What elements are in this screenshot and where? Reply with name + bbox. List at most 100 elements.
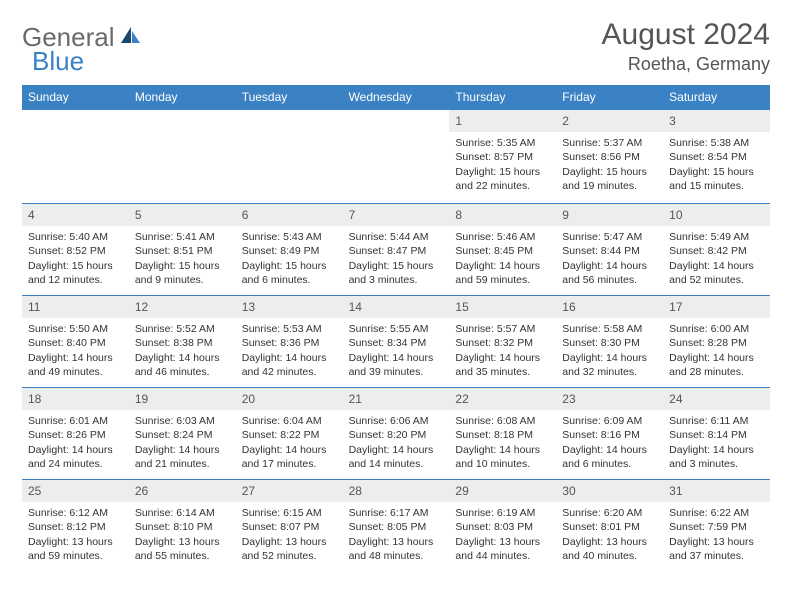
calendar-cell-empty: . — [343, 109, 450, 203]
sunrise-text: Sunrise: 5:53 AM — [242, 322, 337, 336]
day-body: Sunrise: 5:50 AMSunset: 8:40 PMDaylight:… — [22, 318, 129, 385]
day-number: 21 — [343, 388, 450, 410]
day-body: Sunrise: 6:03 AMSunset: 8:24 PMDaylight:… — [129, 410, 236, 477]
day-body: Sunrise: 6:04 AMSunset: 8:22 PMDaylight:… — [236, 410, 343, 477]
sunset-text: Sunset: 8:45 PM — [455, 244, 550, 258]
sunset-text: Sunset: 8:14 PM — [669, 428, 764, 442]
daylight-text: Daylight: 14 hours and 10 minutes. — [455, 443, 550, 471]
calendar-cell-10: 10Sunrise: 5:49 AMSunset: 8:42 PMDayligh… — [663, 203, 770, 295]
sunset-text: Sunset: 8:30 PM — [562, 336, 657, 350]
daylight-text: Daylight: 15 hours and 3 minutes. — [349, 259, 444, 287]
day-number: 29 — [449, 480, 556, 502]
calendar-cell-29: 29Sunrise: 6:19 AMSunset: 8:03 PMDayligh… — [449, 479, 556, 571]
calendar-cell-27: 27Sunrise: 6:15 AMSunset: 8:07 PMDayligh… — [236, 479, 343, 571]
calendar-cell-3: 3Sunrise: 5:38 AMSunset: 8:54 PMDaylight… — [663, 109, 770, 203]
dow-header-3: Wednesday — [343, 85, 450, 109]
daylight-text: Daylight: 14 hours and 46 minutes. — [135, 351, 230, 379]
sunset-text: Sunset: 8:49 PM — [242, 244, 337, 258]
dow-header-6: Saturday — [663, 85, 770, 109]
day-number: 4 — [22, 204, 129, 226]
day-body: Sunrise: 5:43 AMSunset: 8:49 PMDaylight:… — [236, 226, 343, 293]
day-number: 5 — [129, 204, 236, 226]
logo-text-blue: Blue — [32, 46, 84, 76]
calendar-cell-16: 16Sunrise: 5:58 AMSunset: 8:30 PMDayligh… — [556, 295, 663, 387]
day-number: 8 — [449, 204, 556, 226]
day-number: 2 — [556, 110, 663, 132]
sunset-text: Sunset: 8:51 PM — [135, 244, 230, 258]
calendar-cell-31: 31Sunrise: 6:22 AMSunset: 7:59 PMDayligh… — [663, 479, 770, 571]
day-body: Sunrise: 6:12 AMSunset: 8:12 PMDaylight:… — [22, 502, 129, 569]
sunrise-text: Sunrise: 5:50 AM — [28, 322, 123, 336]
daylight-text: Daylight: 13 hours and 37 minutes. — [669, 535, 764, 563]
daylight-text: Daylight: 15 hours and 19 minutes. — [562, 165, 657, 193]
day-number: 27 — [236, 480, 343, 502]
day-number: 31 — [663, 480, 770, 502]
sunrise-text: Sunrise: 6:00 AM — [669, 322, 764, 336]
day-body: Sunrise: 6:20 AMSunset: 8:01 PMDaylight:… — [556, 502, 663, 569]
daylight-text: Daylight: 13 hours and 40 minutes. — [562, 535, 657, 563]
header: General August 2024 Roetha, Germany — [22, 18, 770, 75]
sunrise-text: Sunrise: 5:52 AM — [135, 322, 230, 336]
day-number: 25 — [22, 480, 129, 502]
calendar-cell-empty: . — [22, 109, 129, 203]
calendar-cell-4: 4Sunrise: 5:40 AMSunset: 8:52 PMDaylight… — [22, 203, 129, 295]
sunset-text: Sunset: 8:34 PM — [349, 336, 444, 350]
calendar-cell-2: 2Sunrise: 5:37 AMSunset: 8:56 PMDaylight… — [556, 109, 663, 203]
calendar-cell-17: 17Sunrise: 6:00 AMSunset: 8:28 PMDayligh… — [663, 295, 770, 387]
day-body: Sunrise: 5:44 AMSunset: 8:47 PMDaylight:… — [343, 226, 450, 293]
calendar-cell-6: 6Sunrise: 5:43 AMSunset: 8:49 PMDaylight… — [236, 203, 343, 295]
calendar-cell-18: 18Sunrise: 6:01 AMSunset: 8:26 PMDayligh… — [22, 387, 129, 479]
day-body: Sunrise: 5:35 AMSunset: 8:57 PMDaylight:… — [449, 132, 556, 199]
sunset-text: Sunset: 8:10 PM — [135, 520, 230, 534]
sunset-text: Sunset: 8:20 PM — [349, 428, 444, 442]
day-body: Sunrise: 5:46 AMSunset: 8:45 PMDaylight:… — [449, 226, 556, 293]
sunset-text: Sunset: 8:56 PM — [562, 150, 657, 164]
sunrise-text: Sunrise: 5:49 AM — [669, 230, 764, 244]
dow-header-5: Friday — [556, 85, 663, 109]
sunset-text: Sunset: 8:16 PM — [562, 428, 657, 442]
sunset-text: Sunset: 8:28 PM — [669, 336, 764, 350]
sunrise-text: Sunrise: 6:06 AM — [349, 414, 444, 428]
sunset-text: Sunset: 8:32 PM — [455, 336, 550, 350]
sunrise-text: Sunrise: 5:41 AM — [135, 230, 230, 244]
daylight-text: Daylight: 14 hours and 56 minutes. — [562, 259, 657, 287]
day-body: Sunrise: 6:22 AMSunset: 7:59 PMDaylight:… — [663, 502, 770, 569]
calendar-cell-12: 12Sunrise: 5:52 AMSunset: 8:38 PMDayligh… — [129, 295, 236, 387]
daylight-text: Daylight: 14 hours and 49 minutes. — [28, 351, 123, 379]
sunrise-text: Sunrise: 6:12 AM — [28, 506, 123, 520]
calendar-cell-14: 14Sunrise: 5:55 AMSunset: 8:34 PMDayligh… — [343, 295, 450, 387]
day-body: Sunrise: 6:11 AMSunset: 8:14 PMDaylight:… — [663, 410, 770, 477]
day-body: Sunrise: 6:01 AMSunset: 8:26 PMDaylight:… — [22, 410, 129, 477]
daylight-text: Daylight: 15 hours and 15 minutes. — [669, 165, 764, 193]
sunrise-text: Sunrise: 6:04 AM — [242, 414, 337, 428]
day-number: 12 — [129, 296, 236, 318]
day-body: Sunrise: 6:19 AMSunset: 8:03 PMDaylight:… — [449, 502, 556, 569]
sunset-text: Sunset: 8:26 PM — [28, 428, 123, 442]
day-number: 18 — [22, 388, 129, 410]
day-body: Sunrise: 5:40 AMSunset: 8:52 PMDaylight:… — [22, 226, 129, 293]
sunrise-text: Sunrise: 6:03 AM — [135, 414, 230, 428]
calendar-cell-22: 22Sunrise: 6:08 AMSunset: 8:18 PMDayligh… — [449, 387, 556, 479]
sunrise-text: Sunrise: 5:57 AM — [455, 322, 550, 336]
calendar-cell-empty: . — [236, 109, 343, 203]
daylight-text: Daylight: 14 hours and 32 minutes. — [562, 351, 657, 379]
sunrise-text: Sunrise: 6:17 AM — [349, 506, 444, 520]
calendar-cell-19: 19Sunrise: 6:03 AMSunset: 8:24 PMDayligh… — [129, 387, 236, 479]
day-body: Sunrise: 6:14 AMSunset: 8:10 PMDaylight:… — [129, 502, 236, 569]
day-number: 6 — [236, 204, 343, 226]
day-number: 28 — [343, 480, 450, 502]
calendar-cell-11: 11Sunrise: 5:50 AMSunset: 8:40 PMDayligh… — [22, 295, 129, 387]
day-number: 7 — [343, 204, 450, 226]
daylight-text: Daylight: 15 hours and 9 minutes. — [135, 259, 230, 287]
day-number: 16 — [556, 296, 663, 318]
sunset-text: Sunset: 8:44 PM — [562, 244, 657, 258]
day-body: Sunrise: 6:17 AMSunset: 8:05 PMDaylight:… — [343, 502, 450, 569]
calendar-cell-15: 15Sunrise: 5:57 AMSunset: 8:32 PMDayligh… — [449, 295, 556, 387]
dow-header-4: Thursday — [449, 85, 556, 109]
daylight-text: Daylight: 13 hours and 48 minutes. — [349, 535, 444, 563]
sunrise-text: Sunrise: 5:46 AM — [455, 230, 550, 244]
day-number: 19 — [129, 388, 236, 410]
calendar-cell-empty: . — [129, 109, 236, 203]
daylight-text: Daylight: 14 hours and 59 minutes. — [455, 259, 550, 287]
daylight-text: Daylight: 14 hours and 21 minutes. — [135, 443, 230, 471]
